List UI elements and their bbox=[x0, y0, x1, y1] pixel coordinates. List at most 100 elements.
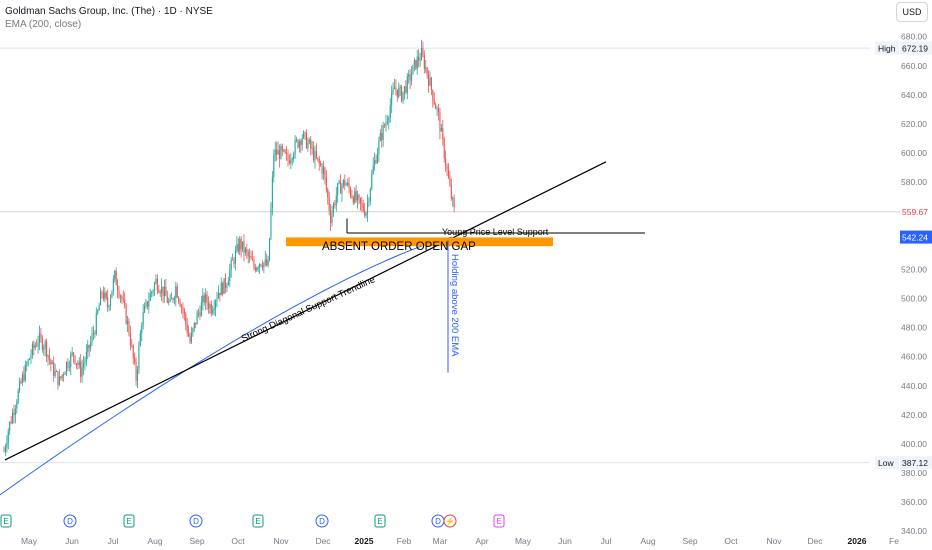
candle-body bbox=[87, 345, 89, 352]
candle-body bbox=[227, 281, 229, 286]
dividend-marker[interactable] bbox=[189, 514, 203, 528]
candle-body bbox=[37, 342, 39, 346]
candle-body bbox=[237, 243, 239, 252]
candle-body bbox=[33, 344, 35, 349]
dividend-marker-letter: D bbox=[435, 517, 441, 526]
candle-body bbox=[125, 304, 127, 324]
candle-body bbox=[126, 320, 129, 324]
candle-body bbox=[286, 153, 288, 154]
earnings-marker[interactable] bbox=[252, 514, 264, 528]
candle-body bbox=[119, 296, 121, 298]
high-label-bg bbox=[875, 41, 899, 55]
earnings-marker[interactable] bbox=[493, 514, 505, 528]
candle-body bbox=[439, 112, 441, 132]
currency-button[interactable]: USD bbox=[896, 2, 928, 22]
candle-body bbox=[453, 198, 455, 208]
y-tick-label: 640.00 bbox=[901, 90, 927, 100]
candle-body bbox=[271, 177, 273, 208]
y-tick-label: 680.00 bbox=[901, 32, 927, 42]
x-tick-label: Mar bbox=[433, 536, 448, 546]
candle-body bbox=[132, 345, 134, 359]
x-tick-label: Jul bbox=[601, 536, 612, 546]
candle-body bbox=[290, 159, 292, 164]
earnings-marker-letter: E bbox=[496, 517, 501, 526]
earnings-marker[interactable] bbox=[123, 514, 135, 528]
candle-body bbox=[222, 282, 224, 294]
candle-body bbox=[412, 64, 414, 75]
candle-body bbox=[234, 250, 237, 264]
candle-body bbox=[396, 89, 398, 97]
earnings-marker[interactable] bbox=[374, 514, 386, 528]
candle-body bbox=[11, 412, 14, 423]
candle-body bbox=[13, 412, 15, 415]
candle-body bbox=[118, 290, 120, 297]
candle-body bbox=[195, 322, 197, 325]
candle-body bbox=[17, 390, 19, 403]
candle-body bbox=[53, 362, 55, 376]
candle-body bbox=[422, 48, 424, 56]
x-tick-label: May bbox=[21, 536, 38, 546]
dividend-marker-letter: D bbox=[193, 517, 199, 526]
candle-body bbox=[345, 184, 347, 186]
candle-body bbox=[432, 89, 434, 101]
candle-body bbox=[151, 292, 153, 294]
candle-body bbox=[10, 421, 12, 423]
candle-body bbox=[4, 447, 6, 452]
candle-body bbox=[357, 194, 359, 201]
candle-body bbox=[185, 314, 187, 324]
candle-body bbox=[207, 303, 210, 309]
candle-body bbox=[136, 369, 139, 381]
candle-body bbox=[199, 312, 201, 316]
candle-body bbox=[278, 150, 281, 159]
candle-body bbox=[315, 151, 317, 158]
candle-body bbox=[65, 362, 68, 373]
candle-body bbox=[129, 333, 131, 346]
candle-body bbox=[196, 312, 198, 325]
candle-body bbox=[423, 55, 425, 69]
candle-body bbox=[219, 292, 221, 296]
candle-body bbox=[82, 364, 85, 368]
candle-body bbox=[433, 100, 435, 105]
candle-body bbox=[371, 174, 373, 189]
candle-body bbox=[392, 88, 394, 93]
dividend-marker[interactable] bbox=[63, 514, 77, 528]
candle-body bbox=[121, 296, 123, 299]
candle-body bbox=[148, 300, 150, 307]
candle-body bbox=[176, 286, 178, 298]
low-badge bbox=[900, 456, 932, 470]
candle-body bbox=[303, 132, 305, 138]
candle-body bbox=[209, 304, 211, 309]
earnings-marker[interactable] bbox=[0, 514, 12, 528]
candle-body bbox=[419, 59, 421, 61]
candle-body bbox=[318, 158, 320, 164]
diagonal-trendline bbox=[4, 161, 607, 461]
candle-body bbox=[97, 310, 99, 314]
candle-body bbox=[385, 122, 387, 127]
candle-body bbox=[108, 305, 110, 307]
candle-body bbox=[381, 133, 383, 140]
x-tick-label: Aug bbox=[640, 536, 655, 546]
candle-body bbox=[301, 137, 303, 145]
candle-body bbox=[152, 290, 154, 293]
candle-body bbox=[331, 212, 333, 223]
candle-body bbox=[95, 313, 97, 335]
candle-body bbox=[364, 210, 366, 216]
low-label: Low bbox=[878, 458, 894, 468]
x-tick-label: Sep bbox=[682, 536, 697, 546]
dividend-marker[interactable] bbox=[315, 514, 329, 528]
candle-body bbox=[48, 355, 50, 360]
candle-body bbox=[71, 352, 73, 355]
candle-body bbox=[317, 157, 319, 159]
candle-body bbox=[291, 158, 293, 160]
candle-body bbox=[197, 312, 200, 314]
split-marker[interactable] bbox=[443, 514, 457, 528]
candle-body bbox=[122, 298, 124, 300]
candle-body bbox=[440, 127, 442, 132]
candle-body bbox=[416, 56, 418, 69]
y-tick-label: 480.00 bbox=[901, 323, 927, 333]
candle-body bbox=[9, 421, 11, 431]
candle-body bbox=[332, 204, 334, 213]
candle-body bbox=[442, 127, 444, 139]
candle-body bbox=[338, 181, 340, 184]
